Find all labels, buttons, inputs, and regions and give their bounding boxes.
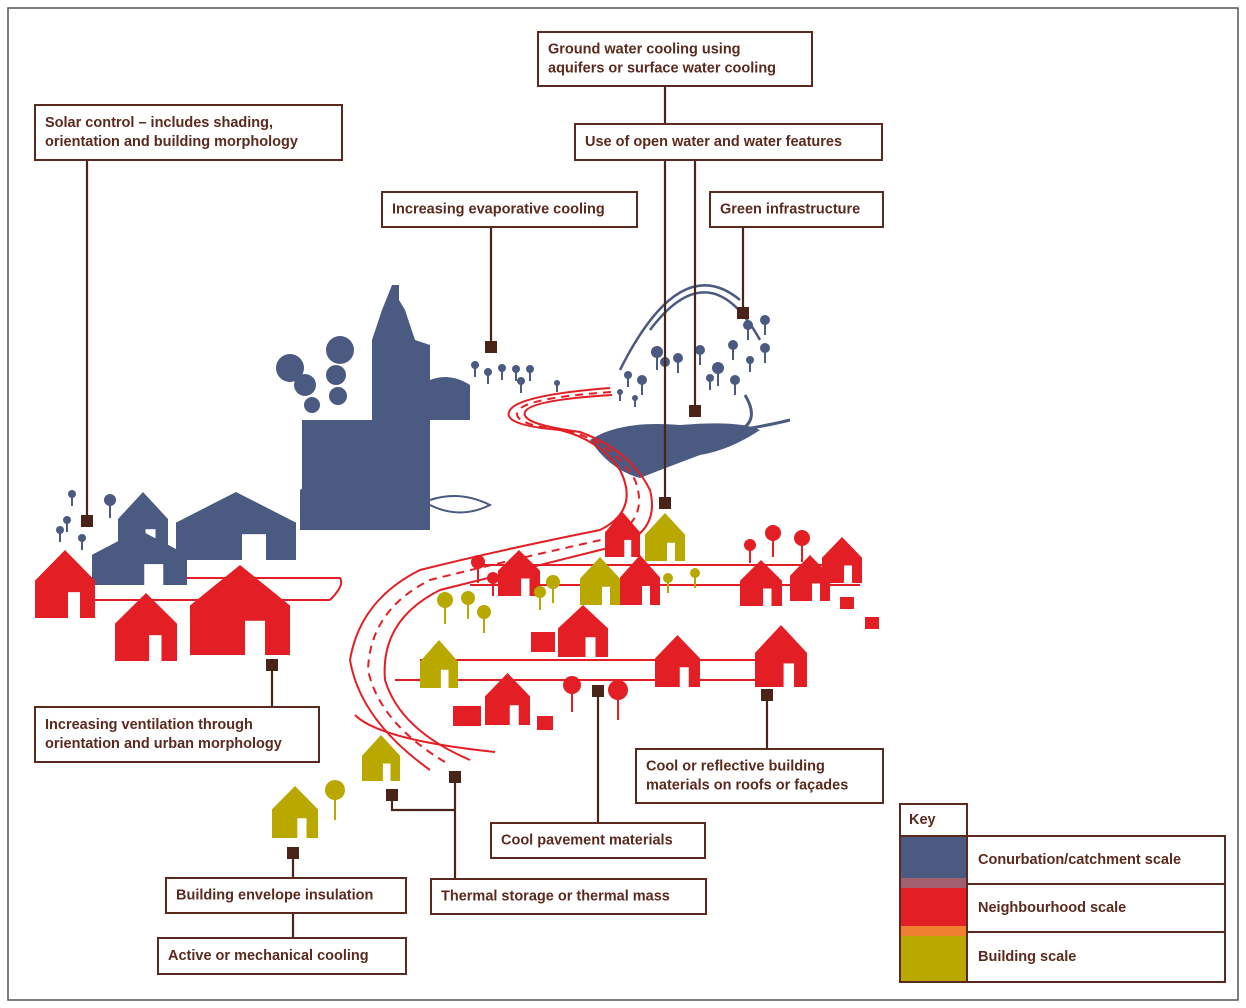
labels: Ground water cooling using aquifers or su…: [35, 32, 883, 974]
label-box: [35, 707, 319, 762]
label: Building envelope insulation: [166, 878, 406, 913]
label: Increasing ventilation through orientatio…: [35, 707, 319, 762]
key-item: Building scale: [978, 949, 1076, 965]
label-text: Thermal storage or thermal mass: [441, 888, 670, 904]
label: Use of open water and water features: [575, 124, 882, 160]
label-text: orientation and urban morphology: [45, 736, 282, 752]
label-text: materials on roofs or façades: [646, 777, 848, 793]
label-text: orientation and building morphology: [45, 134, 298, 150]
label-text: Active or mechanical cooling: [168, 948, 369, 964]
label: Solar control – includes shading, orienta…: [35, 105, 342, 160]
label-text: Increasing evaporative cooling: [392, 201, 605, 217]
label: Green infrastructure: [710, 192, 883, 227]
label-box: [538, 32, 812, 86]
diagram: Ground water cooling using aquifers or su…: [0, 0, 1246, 1008]
label: Thermal storage or thermal mass: [431, 879, 706, 914]
label-box: [35, 105, 342, 160]
key-item: Conurbation/catchment scale: [978, 852, 1181, 868]
label-text: Use of open water and water features: [585, 134, 842, 150]
label-box: [636, 749, 883, 803]
label-text: Cool pavement materials: [501, 832, 673, 848]
label: Ground water cooling using aquifers or su…: [538, 32, 812, 86]
label: Active or mechanical cooling: [158, 938, 406, 974]
label: Cool pavement materials: [491, 823, 705, 858]
label-text: aquifers or surface water cooling: [548, 60, 776, 76]
label-text: Solar control – includes shading,: [45, 115, 273, 131]
label-text: Ground water cooling using: [548, 41, 741, 57]
key: Key Conurbation/catchment scale Neighbou…: [900, 804, 1225, 982]
label-text: Building envelope insulation: [176, 887, 373, 903]
label-text: Cool or reflective building: [646, 758, 825, 774]
label-text: Increasing ventilation through: [45, 717, 253, 733]
label: Cool or reflective building materials on …: [636, 749, 883, 803]
label-text: Green infrastructure: [720, 201, 860, 217]
key-title: Key: [909, 812, 936, 828]
key-item: Neighbourhood scale: [978, 900, 1126, 916]
label: Increasing evaporative cooling: [382, 192, 637, 227]
